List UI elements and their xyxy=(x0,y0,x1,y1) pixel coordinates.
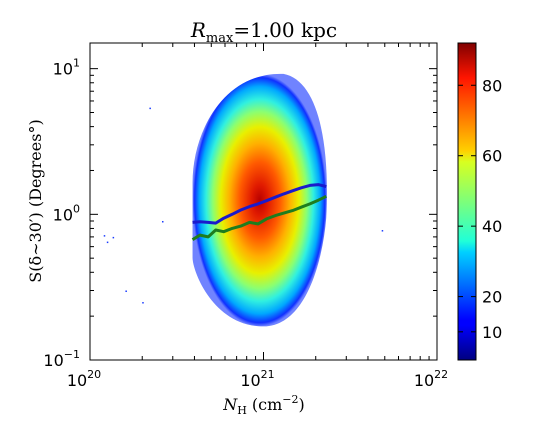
y-axis-label: S(δ∼30′) (Degrees°) xyxy=(26,119,45,282)
title-rest: =1.00 kpc xyxy=(233,18,337,42)
title-base: R xyxy=(190,18,206,42)
outlier-point xyxy=(161,220,164,223)
outlier-point xyxy=(125,290,127,292)
density-cloud xyxy=(192,73,327,327)
outlier-point xyxy=(112,236,115,239)
y-tick-label: 100 xyxy=(53,202,80,224)
y-axis: 10−1 100 101 xyxy=(43,57,437,370)
xlabel-end: ) xyxy=(299,395,305,414)
y-tick-label: 101 xyxy=(53,57,80,79)
xlabel-sub: H xyxy=(237,404,247,417)
x-tick-label: 1021 xyxy=(240,368,274,390)
outlier-point xyxy=(103,235,106,237)
colorbar-tick-label: 20 xyxy=(482,288,502,307)
x-tick-label: 1022 xyxy=(414,368,448,390)
density-layer xyxy=(103,73,384,327)
y-tick-label: 10−1 xyxy=(43,348,80,370)
x-axis-label: NH (cm−2) xyxy=(222,393,305,417)
x-tick-label: 1020 xyxy=(67,368,101,390)
colorbar-tick-label: 10 xyxy=(482,323,502,342)
colorbar-ticks: 10 20 40 60 80 xyxy=(458,76,502,342)
colorbar-tick-label: 60 xyxy=(482,147,502,166)
colorbar xyxy=(457,42,477,361)
x-axis: 1020 1021 1022 xyxy=(67,43,448,390)
series-line-2 xyxy=(191,194,327,241)
xlabel-base: N xyxy=(222,395,238,414)
title-sub: max xyxy=(206,31,234,46)
xlabel-rest: (cm xyxy=(247,395,282,414)
xlabel-sup: −2 xyxy=(282,393,298,406)
series-line-1 xyxy=(192,183,327,225)
colorbar-tick-label: 80 xyxy=(482,76,502,95)
outlier-point xyxy=(142,302,144,304)
outlier-point xyxy=(106,241,109,244)
colorbar-tick-label: 40 xyxy=(482,217,502,236)
chart-title: Rmax=1.00 kpc xyxy=(190,18,337,46)
outlier-point xyxy=(381,230,384,232)
series-layer xyxy=(191,183,327,241)
outlier-point xyxy=(149,107,151,110)
